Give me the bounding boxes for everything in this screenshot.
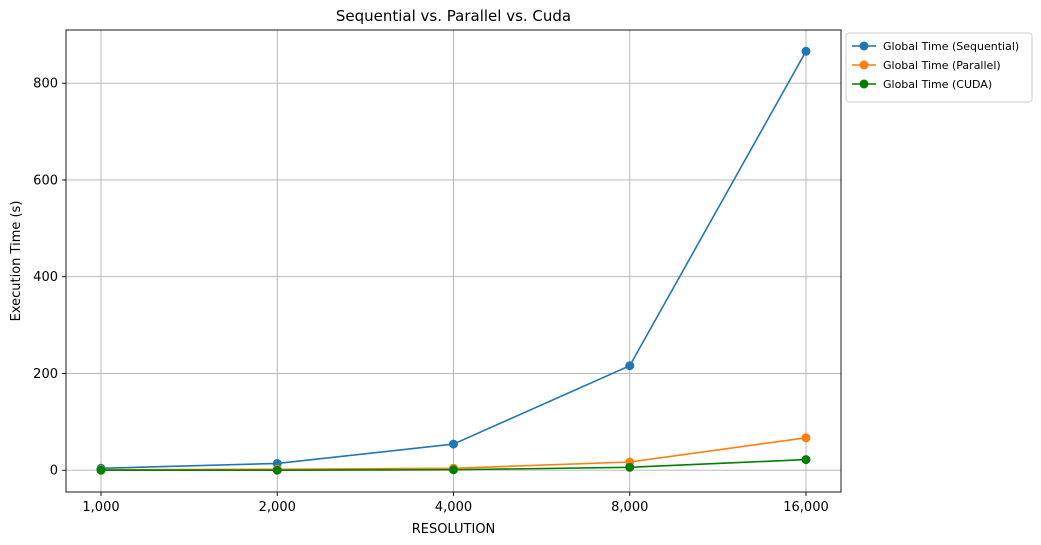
legend-box [845,32,1033,103]
data-point [449,465,458,475]
y-tick-label: 0 [50,464,58,479]
legend-label: Global Time (Parallel) [883,59,1001,72]
legend-label: Global Time (Sequential) [883,40,1019,53]
data-point [625,462,635,472]
legend: Global Time (Sequential) Global Time (Par… [845,32,1033,103]
legend-item: Global Time (Sequential) [852,40,1019,53]
data-point [801,46,811,56]
data-point [801,455,811,465]
y-axis-label: Execution Time (s) [9,201,24,322]
y-tick-label: 400 [33,270,58,285]
data-point [801,433,811,443]
legend-marker [859,41,869,51]
x-tick-label: 4,000 [435,500,472,515]
x-tick-label: 2,000 [259,500,296,515]
data-point [96,465,106,475]
y-tick-label: 600 [33,173,58,188]
x-axis: 1,000 2,000 4,000 8,000 16,000 [82,492,829,515]
x-tick-label: 1,000 [82,500,119,515]
legend-marker [859,79,869,89]
x-tick-label: 8,000 [611,500,648,515]
legend-label: Global Time (CUDA) [883,78,992,91]
data-point [449,439,458,449]
x-axis-label: RESOLUTION [412,522,496,537]
y-tick-label: 200 [33,367,58,382]
legend-item: Global Time (Parallel) [852,59,1001,72]
data-point [272,465,282,475]
chart-title: Sequential vs. Parallel vs. Cuda [336,7,571,25]
series-2 [96,455,811,475]
legend-marker [859,60,869,70]
series-layer [96,46,811,475]
data-point [625,361,635,371]
y-axis: 0 200 400 600 800 [33,77,66,479]
y-tick-label: 800 [33,77,58,92]
x-tick-label: 16,000 [783,500,829,515]
legend-item: Global Time (CUDA) [852,78,992,91]
